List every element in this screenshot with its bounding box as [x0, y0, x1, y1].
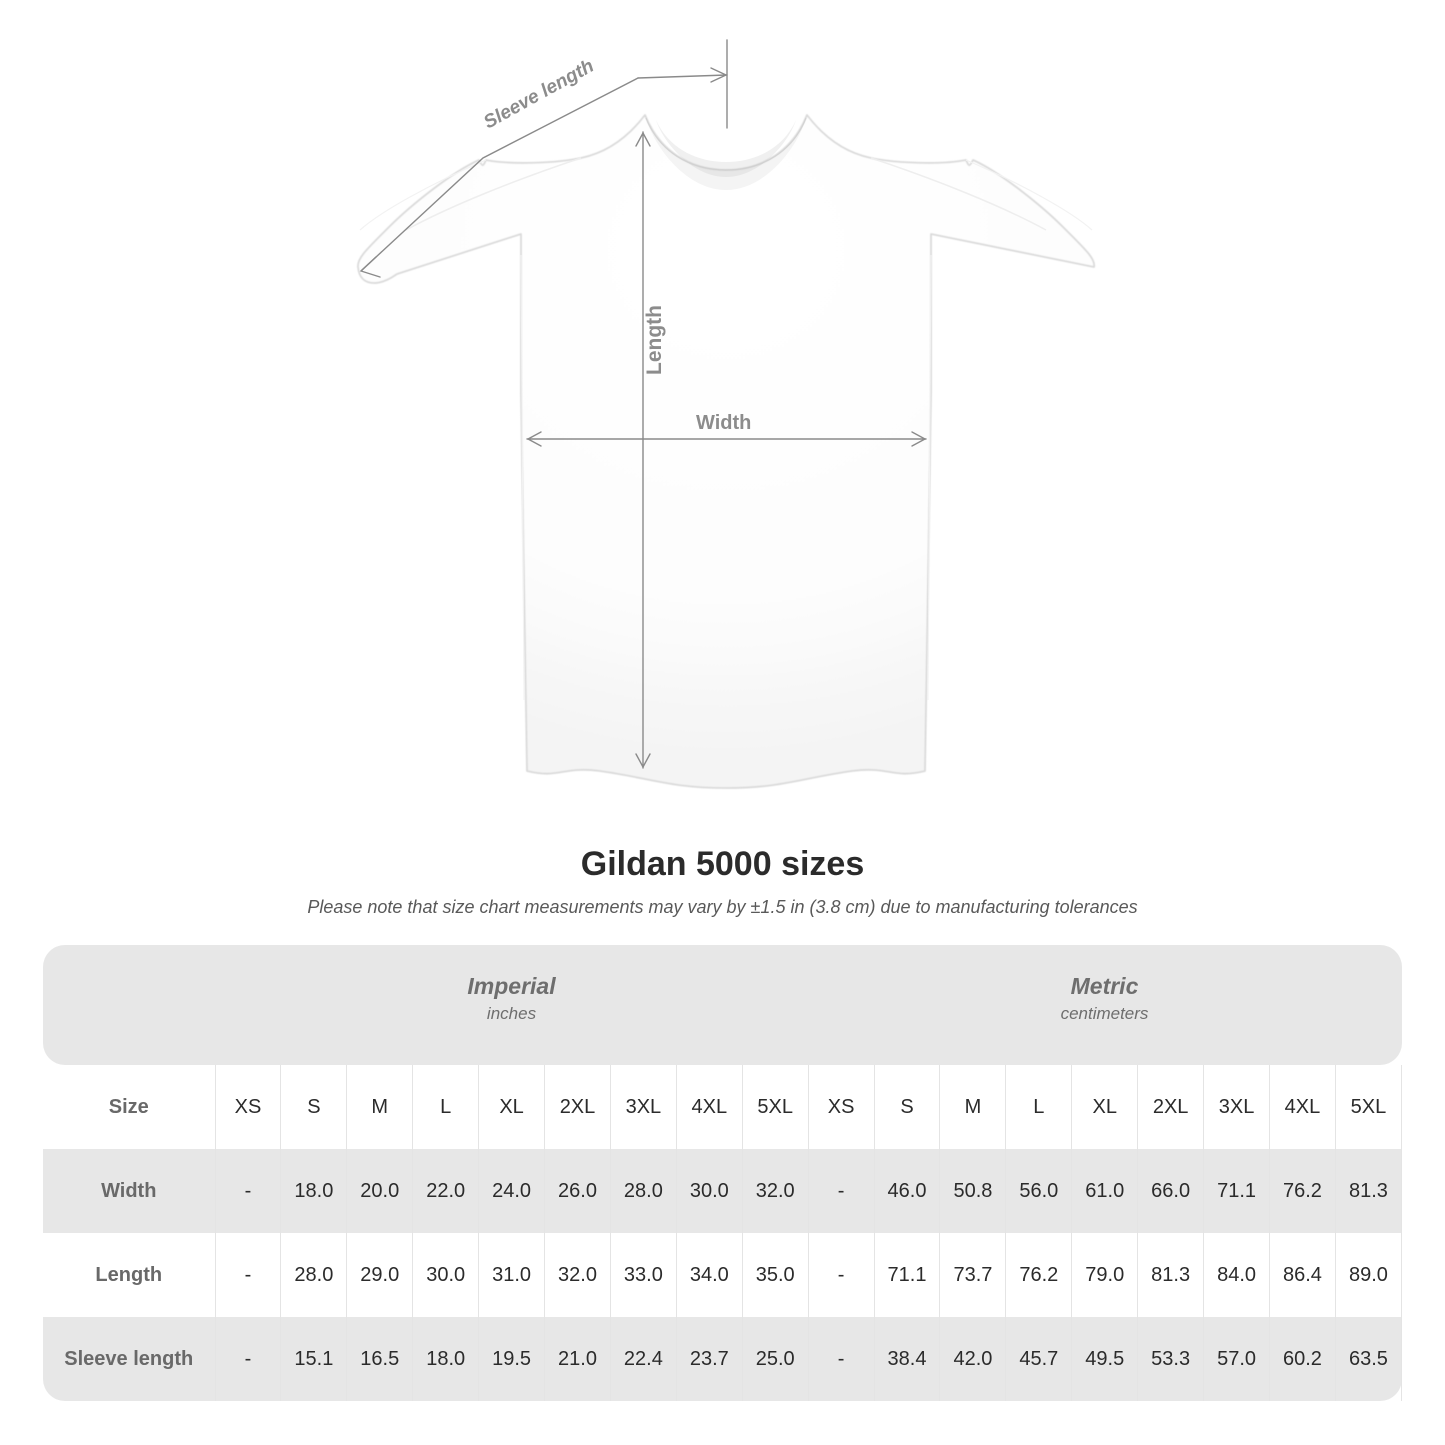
svg-text:Length: Length — [643, 305, 666, 375]
svg-text:Width: Width — [696, 412, 751, 434]
svg-text:Sleeve length: Sleeve length — [480, 56, 597, 134]
